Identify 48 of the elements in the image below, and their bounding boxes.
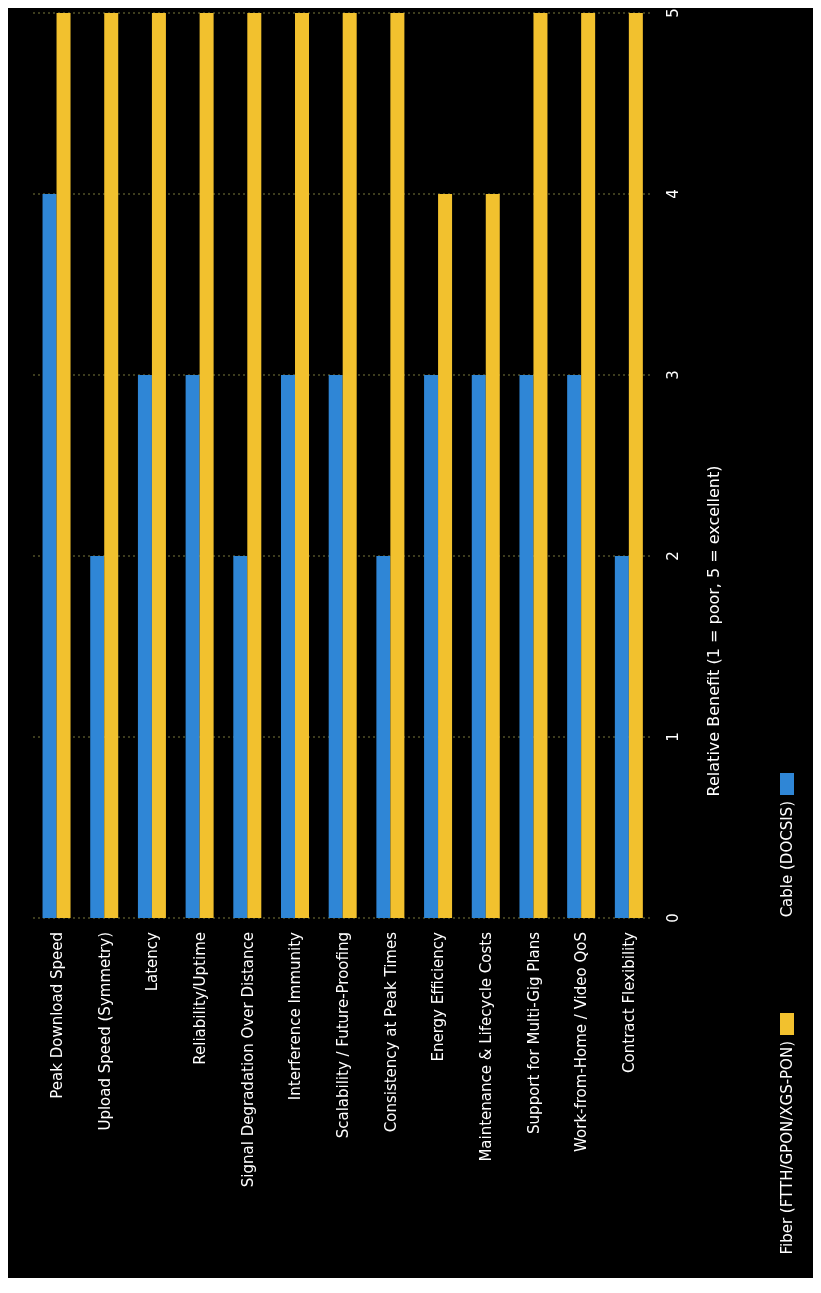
bar (628, 13, 643, 918)
x-tick-label: Energy Efficiency (429, 931, 448, 1062)
y-tick-label: 2 (664, 551, 682, 561)
y-tick-label: 5 (664, 8, 682, 18)
bar (533, 13, 548, 918)
bar (199, 13, 214, 918)
bar (485, 194, 500, 918)
x-tick-label: Signal Degradation Over Distance (238, 932, 257, 1188)
bar (90, 556, 105, 918)
x-tick-label: Scalability / Future-Proofing (334, 932, 352, 1139)
x-tick-label: Reliability/Uptime (190, 932, 209, 1065)
x-tick-label: Consistency at Peak Times (381, 931, 400, 1133)
y-tick-label: 1 (664, 732, 682, 742)
bar (581, 13, 596, 918)
y-tick-label: 3 (664, 370, 682, 380)
x-tick-label: Contract Flexibility (620, 931, 639, 1073)
bar (295, 13, 309, 918)
bar (281, 375, 295, 918)
x-tick-label: Support for Multi-Gig Plans (524, 931, 543, 1134)
bar (614, 556, 629, 918)
x-tick-label: Interference Immunity (286, 931, 305, 1101)
x-tick-label: Latency (143, 931, 162, 992)
x-tick-label: Upload Speed (Symmetry) (95, 932, 114, 1131)
legend-label: Fiber (FTTH/GPON/XGS-PON) (778, 1041, 796, 1255)
bar (233, 556, 248, 918)
x-tick-label: Maintenance & Lifecycle Costs (477, 931, 496, 1162)
x-tick-label: Work-from-Home / Video QoS (572, 932, 591, 1152)
legend-label: Cable (DOCSIS) (778, 801, 796, 918)
bar (42, 194, 57, 918)
y-tick-label: 0 (664, 913, 682, 923)
bar (56, 13, 71, 918)
bar (376, 556, 391, 918)
bar (390, 13, 405, 918)
bar (151, 13, 166, 918)
y-axis-title: Relative Benefit (1 = poor, 5 = excellent) (703, 465, 723, 797)
bar (247, 13, 262, 918)
bar (342, 13, 357, 918)
bar (328, 375, 343, 918)
x-tick-label: Peak Download Speed (47, 932, 66, 1099)
bar (438, 194, 453, 918)
y-tick-label: 4 (664, 189, 682, 199)
bar (137, 375, 152, 918)
bar (519, 375, 534, 918)
bar (185, 375, 200, 918)
bar (104, 13, 119, 918)
bar (471, 375, 486, 918)
bar (567, 375, 582, 918)
bar (424, 375, 439, 918)
